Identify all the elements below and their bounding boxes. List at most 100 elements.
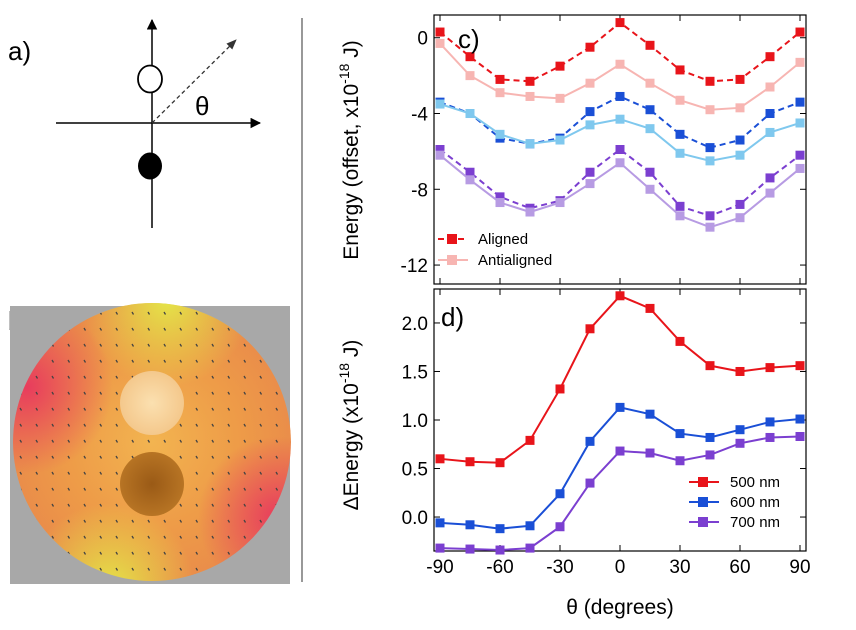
moment-arrow [83, 487, 87, 491]
data-point [705, 76, 715, 86]
moment-arrow [35, 391, 39, 395]
panel-label-c: c) [458, 24, 480, 54]
series-line [439, 21, 801, 83]
y-axis-label-exponent: -18 [336, 63, 352, 83]
moment-arrow [259, 455, 263, 459]
moment-arrow [115, 359, 119, 363]
y-tick-label: -12 [401, 256, 428, 277]
y-axis-label: ΔEnergy (x10-18 J) [336, 340, 363, 511]
moment-arrow [179, 327, 183, 331]
legend-label: 700 nm [730, 514, 780, 531]
moment-arrow [243, 359, 247, 363]
moment-arrow [195, 487, 199, 491]
data-point [735, 438, 745, 448]
moment-arrow [35, 487, 39, 491]
moment-arrow [131, 551, 135, 555]
moment-arrow [99, 359, 103, 363]
moment-arrow [83, 423, 87, 427]
data-point [495, 545, 505, 555]
moment-arrow [227, 487, 231, 491]
moment-arrow [99, 407, 103, 411]
data-point [615, 59, 625, 69]
moment-arrow [211, 519, 215, 523]
moment-arrow [275, 407, 279, 411]
data-point [795, 97, 805, 107]
data-point [585, 436, 595, 446]
data-point [465, 544, 475, 554]
moment-arrow [259, 423, 263, 427]
y-axis-label: Energy (offset, x10-18 J) [336, 40, 363, 259]
moment-arrow [115, 327, 119, 331]
moment-arrow [259, 359, 263, 363]
moment-arrow [195, 359, 199, 363]
data-point [525, 76, 535, 86]
moment-arrow [67, 519, 71, 523]
moment-arrow [51, 391, 55, 395]
open-disk [137, 64, 163, 94]
data-point [705, 450, 715, 460]
data-point [795, 431, 805, 441]
series-line [439, 294, 801, 464]
data-point [465, 52, 475, 62]
moment-arrow [163, 535, 167, 539]
data-point [735, 74, 745, 84]
data-point [795, 57, 805, 67]
moment-arrow [83, 343, 87, 347]
y-tick-label: 1.5 [402, 362, 428, 383]
moment-arrow [51, 359, 55, 363]
moment-arrow [131, 535, 135, 539]
data-point [525, 435, 535, 445]
panel-label-d: d) [441, 302, 464, 332]
moment-arrow [115, 487, 119, 491]
y-tick-label: 0.0 [402, 508, 428, 529]
moment-arrow [259, 439, 263, 443]
y-tick-label: 0 [417, 29, 428, 50]
moment-arrow [83, 391, 87, 395]
moment-arrow [131, 343, 135, 347]
data-point [675, 65, 685, 75]
moment-arrow [227, 519, 231, 523]
data-point [765, 363, 775, 373]
moment-arrow [163, 519, 167, 523]
data-point [495, 458, 505, 468]
data-point [705, 211, 715, 221]
data-point [735, 425, 745, 435]
moment-arrow [51, 455, 55, 459]
moment-arrow [243, 487, 247, 491]
data-point [555, 135, 565, 145]
moment-arrow [115, 519, 119, 523]
moment-arrow [131, 359, 135, 363]
data-point [525, 543, 535, 553]
data-point [675, 201, 685, 211]
moment-arrow [227, 375, 231, 379]
data-point [615, 402, 625, 412]
moment-arrow [131, 567, 135, 571]
data-point [675, 95, 685, 105]
theta-label: θ [195, 91, 209, 121]
moment-arrow [195, 375, 199, 379]
moment-arrow [211, 423, 215, 427]
data-point [525, 139, 535, 149]
y-tick-label: 0.5 [402, 460, 428, 481]
data-point [705, 361, 715, 371]
moment-arrow [227, 551, 231, 555]
y-axis-label-text: ΔEnergy (x10 [340, 383, 363, 510]
legend-marker [698, 517, 708, 527]
moment-arrow [35, 471, 39, 475]
legend-marker [447, 255, 457, 265]
moment-arrow [99, 567, 103, 571]
moment-arrow [243, 535, 247, 539]
data-point [645, 409, 655, 419]
x-tick-label: -30 [546, 557, 573, 578]
legend-label: Antialigned [478, 252, 552, 269]
moment-arrow [115, 311, 119, 315]
moment-arrow [211, 391, 215, 395]
moment-arrow [67, 391, 71, 395]
moment-arrow [19, 471, 23, 475]
data-point [795, 27, 805, 37]
moment-arrow [35, 423, 39, 427]
moment-arrow [147, 327, 151, 331]
moment-arrow [51, 487, 55, 491]
moment-arrow [179, 359, 183, 363]
moment-arrow [259, 391, 263, 395]
